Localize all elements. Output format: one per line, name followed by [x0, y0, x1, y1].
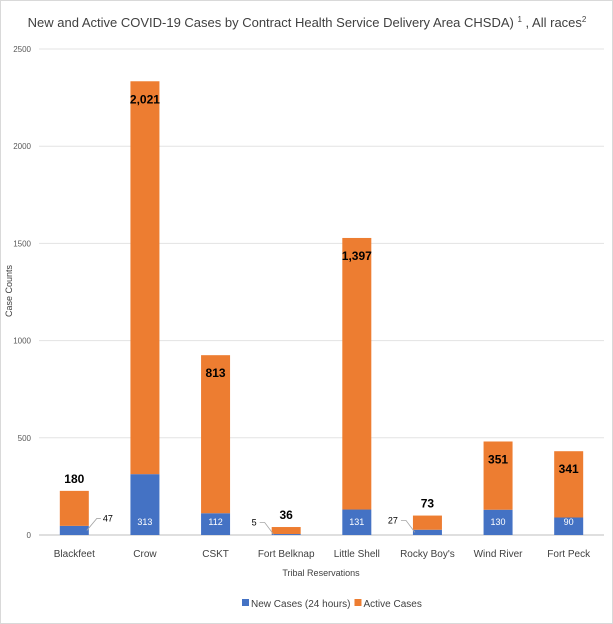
x-axis-categories: Blackfeet Crow CSKT Fort Belknap Little Shel…	[54, 549, 591, 560]
bar-active-cases	[554, 451, 584, 518]
x-axis-title: Tribal Reservations	[282, 568, 360, 578]
bar-new-cases	[201, 513, 231, 535]
bar-new-cases	[130, 474, 160, 535]
x-category-label: Wind River	[474, 549, 524, 560]
legend-label: New Cases (24 hours)	[251, 599, 350, 610]
data-label-active-cases: 351	[488, 452, 508, 466]
bar-new-cases	[271, 534, 301, 535]
chart-title: New and Active COVID-19 Cases by Contrac…	[28, 15, 587, 30]
bar-new-cases	[483, 509, 513, 535]
x-category-label: Blackfeet	[54, 549, 95, 560]
data-label-active-cases: 1,397	[342, 249, 372, 263]
y-tick-label: 2500	[13, 45, 31, 54]
data-label-new-cases: 130	[491, 517, 506, 527]
data-labels: 180 47 2,021 313 813 112 36 5 1,397 131 73 27 351 130…	[64, 92, 579, 535]
y-tick-label: 500	[18, 434, 32, 443]
bar-new-cases	[59, 525, 89, 535]
x-category-label: Crow	[133, 549, 157, 560]
y-tick-label: 2000	[13, 142, 31, 151]
bar-new-cases	[412, 529, 442, 535]
data-label-active-cases: 2,021	[130, 92, 160, 106]
data-label-active-cases: 180	[64, 472, 84, 486]
gridlines	[39, 48, 604, 536]
x-category-label: Fort Belknap	[258, 549, 315, 560]
bar-active-cases	[342, 237, 372, 510]
x-category-label: Fort Peck	[547, 549, 591, 560]
x-category-label: Little Shell	[334, 549, 380, 560]
y-axis-title: Case Counts	[4, 264, 14, 317]
data-label-active-cases: 341	[559, 462, 579, 476]
data-label-new-cases: 90	[564, 517, 574, 527]
bar-active-cases	[271, 527, 301, 535]
legend-swatch	[242, 599, 249, 606]
data-label-new-cases: 47	[103, 513, 113, 523]
leader-line	[259, 522, 275, 535]
bar-active-cases	[201, 355, 231, 514]
data-label-active-cases: 73	[421, 497, 435, 511]
bar-active-cases	[130, 81, 160, 475]
y-axis-ticks: 0 500 1000 1500 2000 2500	[13, 45, 31, 540]
data-label-new-cases: 131	[349, 517, 364, 527]
x-category-label: Rocky Boy's	[400, 549, 455, 560]
legend-label: Active Cases	[363, 599, 421, 610]
data-label-new-cases: 27	[388, 515, 398, 525]
data-label-active-cases: 36	[280, 508, 294, 522]
bar-new-cases	[554, 517, 584, 535]
x-category-label: CSKT	[202, 549, 229, 560]
y-tick-label: 1000	[13, 337, 31, 346]
y-tick-label: 0	[27, 531, 32, 540]
bar-active-cases	[59, 490, 89, 526]
y-tick-label: 1500	[13, 239, 31, 248]
leader-line	[400, 519, 416, 533]
bars	[59, 81, 584, 535]
bar-active-cases	[412, 515, 442, 530]
data-label-new-cases: 313	[137, 517, 152, 527]
legend: New Cases (24 hours) Active Cases	[242, 599, 422, 610]
data-label-new-cases: 112	[208, 517, 222, 527]
bar-new-cases	[342, 509, 372, 535]
bar-active-cases	[483, 441, 513, 510]
legend-swatch	[354, 599, 362, 606]
data-label-active-cases: 813	[206, 366, 226, 380]
data-label-new-cases: 5	[252, 518, 257, 528]
leader-line	[86, 518, 101, 531]
